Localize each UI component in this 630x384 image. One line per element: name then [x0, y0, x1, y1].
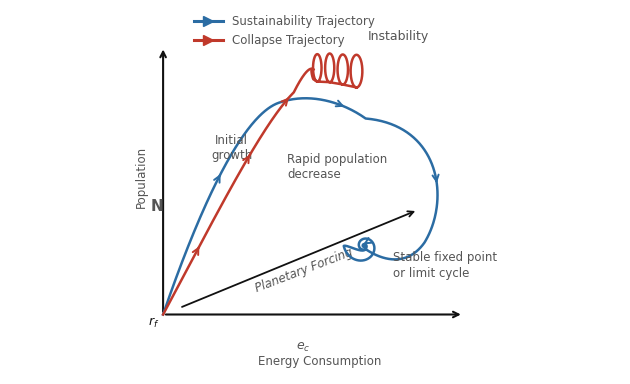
Text: $r_f$: $r_f$: [148, 316, 159, 330]
Text: N: N: [151, 199, 164, 214]
Text: Instability: Instability: [368, 30, 429, 43]
Text: Rapid population
decrease: Rapid population decrease: [287, 154, 387, 182]
Text: Population: Population: [135, 146, 149, 209]
Text: Planetary Forcing: Planetary Forcing: [253, 246, 354, 295]
Text: $e_c$: $e_c$: [296, 341, 311, 354]
Legend: Sustainability Trajectory, Collapse Trajectory: Sustainability Trajectory, Collapse Traj…: [189, 10, 380, 51]
Text: Stable fixed point
or limit cycle: Stable fixed point or limit cycle: [393, 252, 498, 280]
Text: Energy Consumption: Energy Consumption: [258, 355, 382, 368]
Text: Initial
growth: Initial growth: [211, 134, 253, 162]
